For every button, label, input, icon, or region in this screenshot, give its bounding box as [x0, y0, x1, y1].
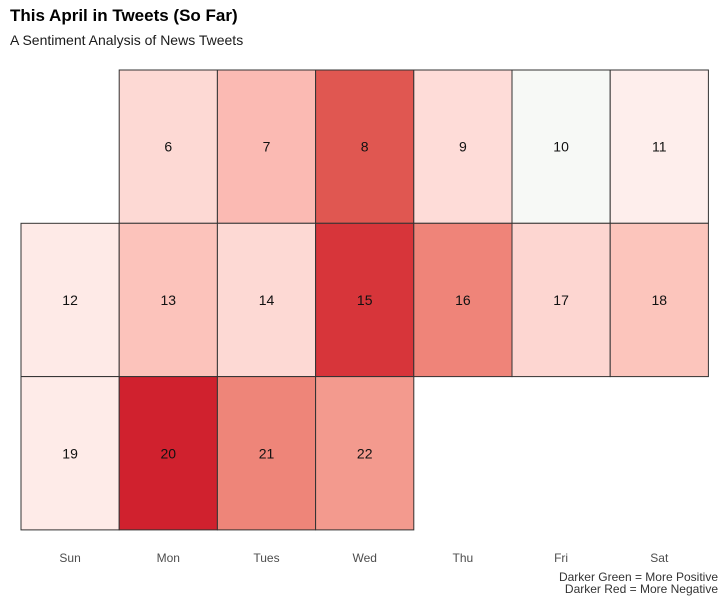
- day-cell-14: [216, 222, 317, 378]
- day-cell-8: [315, 69, 415, 224]
- day-cell-22: [315, 376, 415, 531]
- day-label-21: 21: [259, 445, 275, 461]
- chart-title: This April in Tweets (So Far): [10, 6, 238, 25]
- day-label-9: 9: [459, 139, 467, 155]
- day-label-10: 10: [553, 139, 569, 155]
- day-label-17: 17: [553, 292, 569, 308]
- day-cell-21: [216, 376, 317, 531]
- day-cell-15: [315, 222, 415, 378]
- day-label-8: 8: [361, 139, 369, 155]
- weekday-label-tues: Tues: [253, 551, 279, 565]
- weekday-label-wed: Wed: [352, 551, 376, 565]
- chart-subtitle: A Sentiment Analysis of News Tweets: [10, 32, 244, 48]
- weekday-label-sun: Sun: [59, 551, 80, 565]
- legend-negative-text: Darker Red = More Negative: [564, 582, 718, 596]
- day-label-16: 16: [455, 292, 471, 308]
- day-label-15: 15: [357, 292, 373, 308]
- legend-positive-text: Darker Green = More Positive: [558, 570, 718, 584]
- day-cell-12: [20, 222, 120, 378]
- day-label-13: 13: [161, 292, 177, 308]
- weekday-label-thu: Thu: [453, 551, 474, 565]
- day-label-19: 19: [62, 445, 78, 461]
- day-cell-6: [118, 69, 218, 224]
- day-cell-18: [609, 222, 709, 378]
- weekday-label-mon: Mon: [157, 551, 180, 565]
- color-legend-caption: Darker Green = More Positive Darker Red …: [559, 571, 718, 595]
- day-label-18: 18: [652, 292, 668, 308]
- day-label-22: 22: [357, 445, 373, 461]
- day-label-11: 11: [652, 139, 667, 155]
- day-cell-16: [413, 222, 513, 378]
- day-cell-11: [609, 69, 709, 224]
- day-cell-20: [118, 376, 218, 531]
- day-cell-19: [20, 376, 120, 531]
- day-label-12: 12: [62, 292, 78, 308]
- day-cell-9: [413, 69, 513, 224]
- day-cell-10: [511, 69, 611, 224]
- weekday-label-fri: Fri: [554, 551, 568, 565]
- weekday-label-sat: Sat: [650, 551, 669, 565]
- day-label-6: 6: [164, 139, 172, 155]
- day-cell-17: [511, 222, 611, 378]
- day-label-20: 20: [161, 445, 177, 461]
- day-label-7: 7: [263, 139, 271, 155]
- day-label-14: 14: [259, 292, 275, 308]
